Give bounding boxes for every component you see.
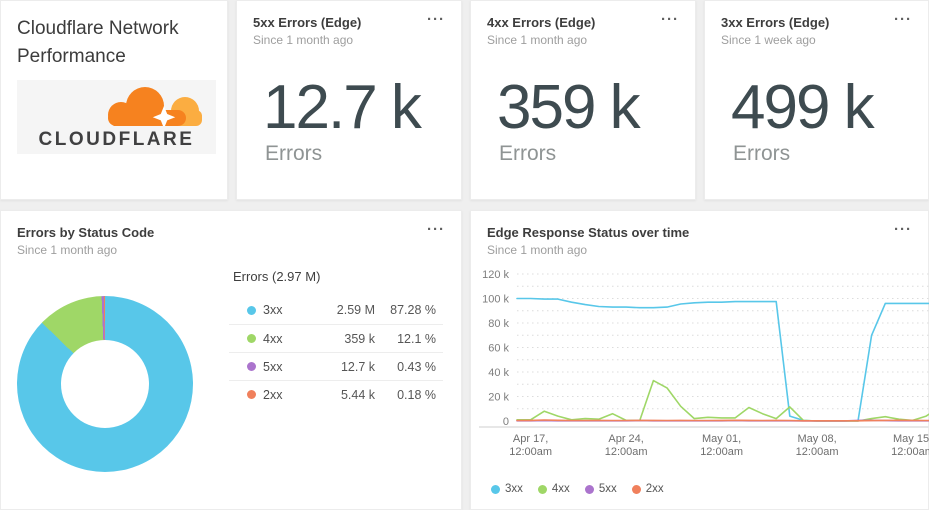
dashboard-title: Cloudflare Network Performance bbox=[17, 18, 179, 67]
donut-legend-row-5xx[interactable]: 5xx 12.7 k 0.43 % bbox=[229, 352, 443, 380]
series-percent: 12.1 % bbox=[397, 331, 436, 346]
timeseries-legend-item-3xx[interactable]: 3xx bbox=[491, 483, 523, 495]
y-axis-tick-label: 120 k bbox=[482, 269, 509, 281]
donut-hole bbox=[61, 340, 149, 428]
metric-value: 359 k bbox=[497, 73, 641, 142]
legend-color-dot bbox=[491, 484, 500, 494]
timeseries-legend-item-5xx[interactable]: 5xx bbox=[584, 483, 617, 495]
series-label: 3xx bbox=[263, 303, 283, 317]
cloudflare-logo: CLOUDFLARE bbox=[17, 80, 216, 154]
series-value: 12.7 k bbox=[340, 359, 375, 374]
y-axis-tick-label: 40 k bbox=[488, 367, 509, 379]
metric-unit: Errors bbox=[265, 142, 323, 165]
kpi-card-3xx: 3xx Errors (Edge) Since 1 week ago ··· 4… bbox=[704, 0, 929, 200]
donut-chart[interactable] bbox=[17, 296, 193, 472]
cloudflare-wordmark: CLOUDFLARE bbox=[38, 129, 195, 150]
y-axis-tick-label: 80 k bbox=[488, 318, 509, 330]
x-axis-tick-label: May 08, bbox=[798, 433, 837, 445]
header-card: Cloudflare Network Performance CLOUDFLAR… bbox=[0, 0, 228, 200]
y-axis-tick-label: 0 bbox=[503, 416, 509, 428]
donut-legend-rows: 3xx 2.59 M 87.28 % 4xx 359 k 12.1 % 5xx 12.7 k 0… bbox=[229, 296, 443, 408]
more-options-icon[interactable]: ··· bbox=[894, 11, 912, 28]
legend-label: 4xx bbox=[551, 483, 570, 495]
x-axis-tick-label: Apr 17, bbox=[513, 433, 548, 445]
legend-color-dot bbox=[631, 484, 641, 494]
timeseries-card: Edge Response Status over time Since 1 m… bbox=[470, 210, 929, 510]
x-axis-tick-label: 12:00am bbox=[700, 446, 743, 458]
more-options-icon[interactable]: ··· bbox=[427, 221, 445, 238]
card-subtitle: Since 1 month ago bbox=[487, 33, 588, 47]
card-subtitle: Since 1 month ago bbox=[253, 33, 354, 47]
legend-label: 5xx bbox=[598, 483, 617, 495]
more-options-icon[interactable]: ··· bbox=[894, 221, 912, 238]
card-title: Errors by Status Code bbox=[17, 225, 155, 240]
series-percent: 0.43 % bbox=[397, 359, 436, 374]
metric-unit: Errors bbox=[499, 142, 557, 165]
kpi-card-5xx: 5xx Errors (Edge) Since 1 month ago ··· … bbox=[236, 0, 462, 200]
y-axis-tick-label: 60 k bbox=[488, 343, 509, 355]
series-line-3xx[interactable] bbox=[516, 297, 929, 422]
legend-label: 2xx bbox=[645, 483, 664, 495]
more-options-icon[interactable]: ··· bbox=[661, 11, 679, 28]
x-axis-tick-label: May 01, bbox=[702, 433, 741, 445]
card-title: 5xx Errors (Edge) bbox=[253, 15, 362, 30]
card-title: 4xx Errors (Edge) bbox=[487, 15, 596, 30]
more-options-icon[interactable]: ··· bbox=[427, 11, 445, 28]
series-color-dot bbox=[247, 362, 256, 371]
legend-color-dot bbox=[537, 484, 547, 494]
series-line-2xx[interactable] bbox=[516, 419, 929, 422]
legend-color-dot bbox=[584, 484, 594, 494]
series-label: 5xx bbox=[263, 359, 283, 374]
card-subtitle: Since 1 month ago bbox=[17, 243, 118, 257]
donut-legend-row-4xx[interactable]: 4xx 359 k 12.1 % bbox=[229, 324, 443, 352]
metric-value: 12.7 k bbox=[263, 73, 422, 142]
metric-value: 499 k bbox=[731, 73, 875, 142]
donut-legend-row-2xx[interactable]: 2xx 5.44 k 0.18 % bbox=[229, 380, 443, 408]
donut-card: Errors by Status Code Since 1 month ago … bbox=[0, 210, 462, 510]
card-subtitle: Since 1 week ago bbox=[721, 33, 816, 47]
donut-legend-table: Errors (2.97 M) 3xx 2.59 M 87.28 % 4xx 359 k… bbox=[229, 269, 443, 408]
x-axis-tick-label: May 15, bbox=[893, 433, 929, 445]
card-title: 3xx Errors (Edge) bbox=[721, 15, 830, 30]
series-color-dot bbox=[247, 334, 256, 343]
series-value: 2.59 M bbox=[336, 303, 375, 317]
timeseries-legend: 3xx 4xx 5xx 2xx bbox=[491, 483, 664, 495]
series-value: 5.44 k bbox=[340, 387, 375, 402]
card-subtitle: Since 1 month ago bbox=[487, 243, 588, 257]
card-title: Edge Response Status over time bbox=[487, 225, 690, 240]
donut-legend-row-3xx[interactable]: 3xx 2.59 M 87.28 % bbox=[229, 296, 443, 324]
y-axis-tick-label: 20 k bbox=[488, 392, 509, 404]
legend-label: 3xx bbox=[505, 483, 523, 495]
series-line-4xx[interactable] bbox=[516, 379, 929, 422]
metric-unit: Errors bbox=[733, 142, 791, 165]
y-axis-tick-label: 100 k bbox=[482, 294, 509, 306]
cloudflare-cloud-icon bbox=[17, 87, 216, 154]
series-value: 359 k bbox=[344, 331, 375, 346]
x-axis-tick-label: 12:00am bbox=[509, 446, 552, 458]
x-axis-tick-label: Apr 24, bbox=[608, 433, 643, 445]
x-axis-tick-label: 12:00am bbox=[605, 446, 648, 458]
timeseries-legend-item-2xx[interactable]: 2xx bbox=[631, 483, 664, 495]
series-color-dot bbox=[247, 390, 256, 399]
kpi-card-4xx: 4xx Errors (Edge) Since 1 month ago ··· … bbox=[470, 0, 696, 200]
series-label: 2xx bbox=[263, 387, 283, 402]
timeseries-legend-item-4xx[interactable]: 4xx bbox=[537, 483, 570, 495]
series-label: 4xx bbox=[263, 331, 283, 346]
series-percent: 0.18 % bbox=[397, 387, 436, 402]
series-percent: 87.28 % bbox=[390, 303, 436, 317]
donut-legend-title: Errors (2.97 M) bbox=[233, 269, 321, 284]
x-axis-tick-label: 12:00am bbox=[891, 446, 929, 458]
series-color-dot bbox=[247, 305, 256, 315]
x-axis-tick-label: 12:00am bbox=[796, 446, 839, 458]
